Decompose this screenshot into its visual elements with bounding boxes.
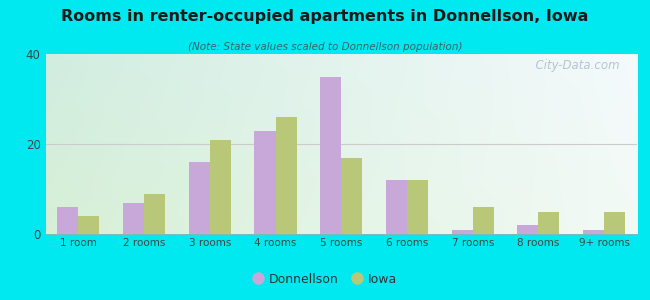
Bar <box>210 140 231 234</box>
Bar <box>320 76 341 234</box>
Bar <box>123 202 144 234</box>
Bar <box>188 162 210 234</box>
Bar <box>517 225 538 234</box>
Bar <box>538 212 560 234</box>
Bar <box>386 180 407 234</box>
Bar <box>604 212 625 234</box>
Bar <box>407 180 428 234</box>
Legend: Donnellson, Iowa: Donnellson, Iowa <box>248 268 402 291</box>
Bar <box>255 130 276 234</box>
Bar <box>473 207 494 234</box>
Text: (Note: State values scaled to Donnellson population): (Note: State values scaled to Donnellson… <box>188 42 462 52</box>
Bar <box>452 230 473 234</box>
Bar <box>341 158 362 234</box>
Bar <box>79 216 99 234</box>
Text: City-Data.com: City-Data.com <box>528 59 619 72</box>
Text: Rooms in renter-occupied apartments in Donnellson, Iowa: Rooms in renter-occupied apartments in D… <box>61 9 589 24</box>
Bar <box>583 230 604 234</box>
Bar <box>144 194 165 234</box>
Bar <box>57 207 79 234</box>
Bar <box>276 117 296 234</box>
